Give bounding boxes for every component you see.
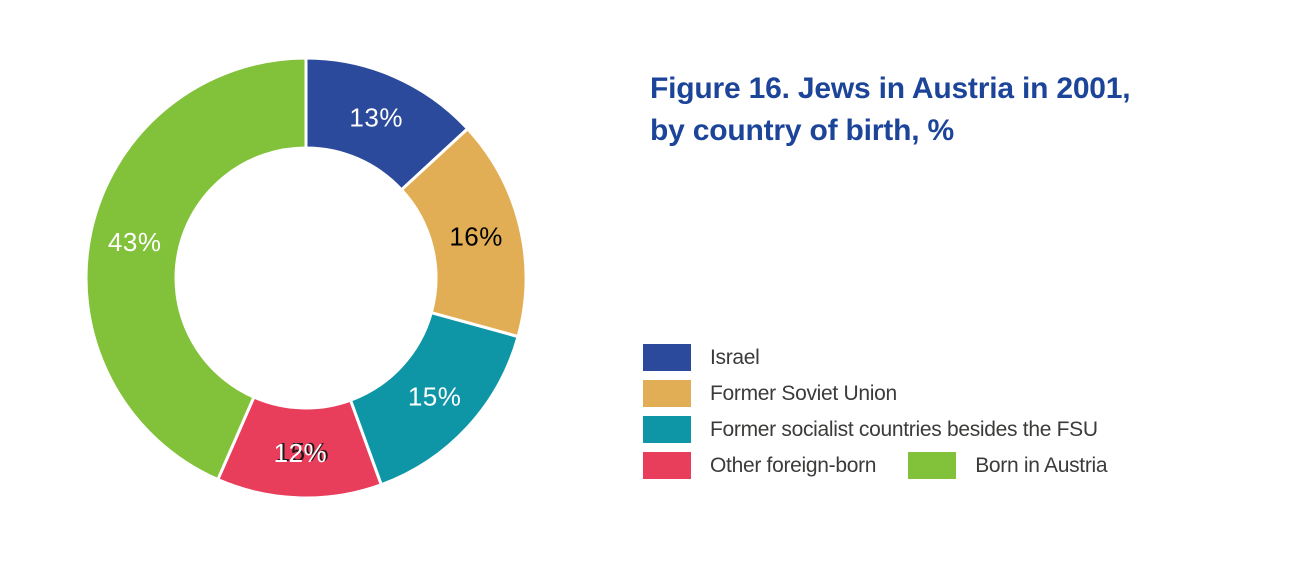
slice-label-born-in-austria: 43% [108, 227, 162, 257]
legend-item-israel: Israel [643, 344, 760, 371]
donut-segment-former-soviet-union [400, 127, 528, 339]
figure-title-line1: Figure 16. Jews in Austria in 2001, [650, 72, 1131, 105]
legend-label-israel: Israel [710, 345, 760, 369]
legend-swatch-other-foreign-born [643, 452, 691, 479]
legend-label-former-soviet-union: Former Soviet Union [710, 381, 897, 405]
legend-label-born-in-austria: Born in Austria [975, 453, 1108, 477]
legend-label-former-socialist-countries: Former socialist countries besides the F… [710, 417, 1098, 441]
figure-title: Figure 16. Jews in Austria in 2001, by c… [650, 68, 1260, 152]
legend-swatch-former-socialist-countries [643, 416, 691, 443]
legend-swatch-born-in-austria [908, 452, 957, 479]
legend-swatch-israel [643, 344, 691, 371]
legend-item-born-in-austria: Born in Austria [908, 452, 1108, 479]
legend-swatch-former-soviet-union [643, 380, 691, 407]
legend-item-former-socialist-countries: Former socialist countries besides the F… [643, 416, 1098, 443]
slice-ghost-label: 15% [276, 437, 330, 467]
slice-label-israel: 13% [349, 103, 403, 133]
legend-row: Former Soviet Union [643, 380, 1107, 407]
donut-segment-born-in-austria [84, 56, 308, 482]
legend-item-other-foreign-born: Other foreign-born [643, 452, 877, 479]
slice-label-former-soviet-union: 16% [449, 222, 503, 252]
legend-row: Former socialist countries besides the F… [643, 416, 1107, 443]
figure-title-line2: by country of birth, % [650, 114, 954, 147]
legend-item-former-soviet-union: Former Soviet Union [643, 380, 897, 407]
chart-legend: Israel Former Soviet Union Former social… [643, 344, 1108, 479]
legend-label-other-foreign-born: Other foreign-born [710, 453, 877, 477]
slice-label-other-foreign-born: 12% [274, 438, 328, 468]
slice-label-former-socialist-countries: 15% [408, 382, 462, 412]
legend-row: Other foreign-born Born in Austria [643, 452, 1108, 479]
legend-row: Israel [643, 344, 1107, 371]
